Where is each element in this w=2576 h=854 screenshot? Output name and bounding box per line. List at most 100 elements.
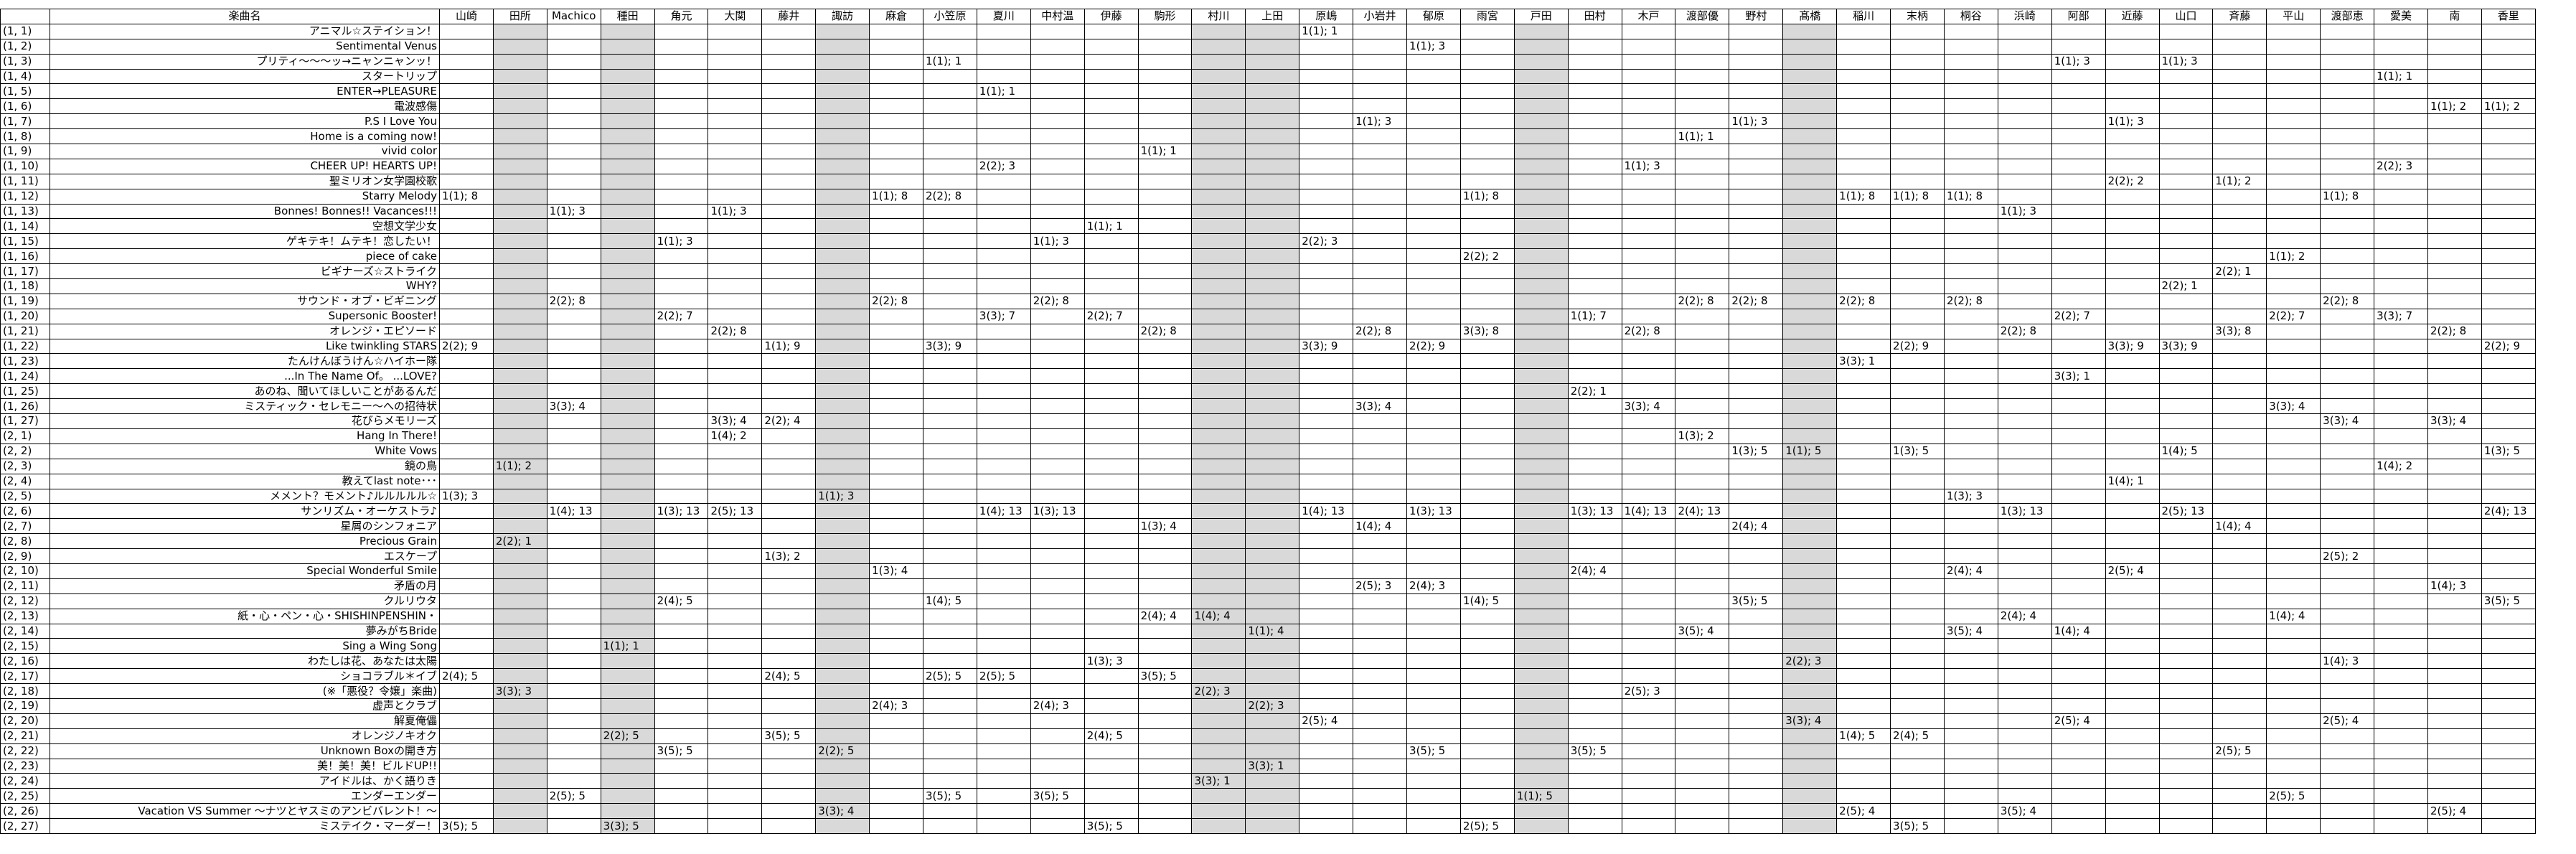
value-cell[interactable] (2481, 578, 2536, 594)
value-cell[interactable]: 3(3); 4 (546, 398, 601, 415)
value-cell[interactable] (2427, 38, 2482, 55)
value-cell[interactable] (2105, 38, 2160, 55)
value-cell[interactable] (761, 293, 817, 309)
value-cell[interactable] (2051, 803, 2106, 820)
value-cell[interactable] (1729, 398, 1784, 415)
value-cell[interactable] (1137, 473, 1193, 489)
value-cell[interactable] (654, 323, 709, 339)
value-cell[interactable] (869, 158, 924, 174)
value-cell[interactable] (708, 218, 763, 235)
value-cell[interactable] (1245, 353, 1300, 370)
value-cell[interactable] (1890, 293, 1945, 309)
value-cell[interactable] (546, 578, 601, 594)
value-cell[interactable] (2051, 728, 2106, 744)
song-name-cell[interactable]: クルリウタ (50, 593, 440, 609)
value-cell[interactable] (869, 173, 924, 189)
value-cell[interactable] (1245, 188, 1300, 205)
value-cell[interactable] (2320, 83, 2375, 100)
value-cell[interactable]: 3(3); 4 (2427, 413, 2482, 429)
value-cell[interactable] (654, 83, 709, 100)
value-cell[interactable] (1083, 53, 1139, 70)
value-cell[interactable] (1191, 338, 1246, 355)
value-cell[interactable]: 3(5); 4 (1675, 623, 1730, 639)
value-cell[interactable] (923, 263, 977, 280)
value-cell[interactable] (2427, 158, 2482, 174)
value-cell[interactable] (1729, 698, 1784, 714)
value-cell[interactable] (1782, 53, 1838, 70)
value-cell[interactable] (1729, 368, 1784, 385)
value-cell[interactable]: 1(1); 1 (1675, 128, 1730, 145)
value-cell[interactable] (1191, 563, 1246, 579)
value-cell[interactable] (2481, 173, 2536, 189)
value-cell[interactable] (1782, 428, 1838, 444)
value-cell[interactable] (2266, 638, 2321, 654)
value-cell[interactable] (1513, 338, 1569, 355)
value-cell[interactable] (1299, 608, 1354, 624)
value-cell[interactable] (1997, 353, 2052, 370)
value-cell[interactable] (869, 533, 924, 550)
value-cell[interactable]: 2(4); 3 (1406, 578, 1461, 594)
value-cell[interactable] (1729, 503, 1784, 520)
value-cell[interactable]: 1(1); 8 (439, 188, 494, 205)
value-cell[interactable] (2481, 683, 2536, 699)
song-name-cell[interactable]: エスケープ (50, 548, 440, 564)
value-cell[interactable] (1353, 473, 1408, 489)
value-cell[interactable] (1997, 473, 2052, 489)
value-cell[interactable] (2266, 278, 2321, 294)
value-cell[interactable] (1729, 743, 1784, 759)
value-cell[interactable] (1890, 383, 1945, 400)
value-cell[interactable] (2427, 758, 2482, 774)
value-cell[interactable] (923, 113, 977, 130)
value-cell[interactable] (1406, 518, 1461, 535)
value-cell[interactable] (546, 413, 601, 429)
value-cell[interactable] (2374, 293, 2428, 309)
value-cell[interactable] (2427, 68, 2482, 85)
row-id-cell[interactable]: (1, 20) (0, 308, 50, 324)
value-cell[interactable] (2481, 128, 2536, 145)
value-cell[interactable] (1729, 458, 1784, 474)
value-cell[interactable] (1567, 203, 1622, 220)
value-cell[interactable] (2212, 578, 2267, 594)
value-cell[interactable] (654, 144, 709, 159)
value-cell[interactable] (1567, 353, 1622, 370)
value-cell[interactable] (923, 158, 977, 174)
value-cell[interactable] (1997, 698, 2052, 714)
value-cell[interactable] (1353, 218, 1408, 235)
value-cell[interactable]: 2(5); 4 (2105, 563, 2160, 579)
value-cell[interactable] (1083, 638, 1139, 654)
value-cell[interactable] (761, 144, 817, 159)
value-cell[interactable] (1567, 683, 1622, 699)
value-cell[interactable] (1191, 113, 1246, 130)
value-cell[interactable] (869, 593, 924, 609)
value-cell[interactable] (1513, 593, 1569, 609)
value-cell[interactable] (2158, 593, 2214, 609)
value-cell[interactable] (708, 548, 763, 564)
value-cell[interactable] (1353, 728, 1408, 744)
value-cell[interactable] (1083, 23, 1139, 39)
value-cell[interactable] (761, 158, 817, 174)
value-cell[interactable] (1083, 83, 1139, 100)
row-id-cell[interactable]: (2, 2) (0, 443, 50, 459)
value-cell[interactable] (815, 278, 870, 294)
row-id-cell[interactable]: (1, 6) (0, 98, 50, 115)
value-cell[interactable] (1621, 263, 1676, 280)
value-cell[interactable] (1245, 653, 1300, 670)
value-cell[interactable] (1513, 518, 1569, 535)
value-cell[interactable] (1836, 683, 1891, 699)
value-cell[interactable] (1890, 68, 1945, 85)
value-cell[interactable] (923, 698, 977, 714)
value-cell[interactable] (1836, 23, 1891, 39)
row-id-cell[interactable]: (2, 1) (0, 428, 50, 444)
value-cell[interactable] (1675, 203, 1730, 220)
value-cell[interactable] (2105, 578, 2160, 594)
row-id-cell[interactable]: (2, 21) (0, 728, 50, 744)
value-cell[interactable] (1191, 353, 1246, 370)
value-cell[interactable] (2427, 113, 2482, 130)
value-cell[interactable] (1459, 548, 1515, 564)
value-cell[interactable] (761, 458, 817, 474)
value-cell[interactable] (1782, 638, 1838, 654)
value-cell[interactable] (1030, 263, 1085, 280)
value-cell[interactable] (600, 443, 655, 459)
value-cell[interactable]: 1(4); 5 (2158, 443, 2214, 459)
header-member-20[interactable]: 戸田 (1513, 9, 1569, 24)
